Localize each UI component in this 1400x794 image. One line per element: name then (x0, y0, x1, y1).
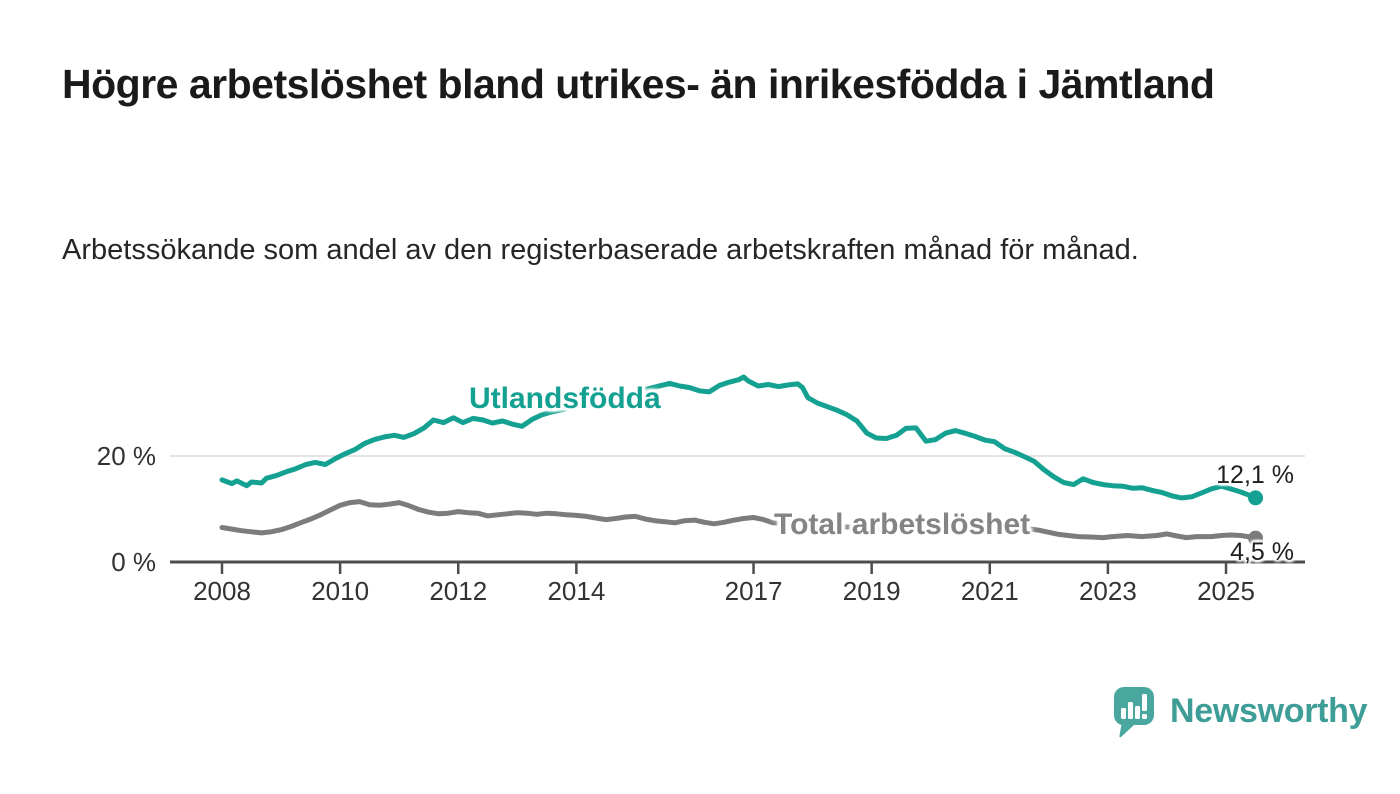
y-axis-label-20: 20 % (96, 441, 156, 471)
x-axis-label-2008: 2008 (193, 576, 251, 606)
newsworthy-logo-text: Newsworthy (1170, 692, 1368, 730)
series-label-utlandsfodda: Utlandsfödda (469, 382, 661, 415)
newsworthy-speech-bubble-chart-icon (1113, 687, 1154, 738)
line-series-0 (219, 374, 1258, 501)
y-axis-label-0: 0 % (111, 547, 156, 577)
x-axis-label-2025: 2025 (1197, 576, 1255, 606)
end-dot-series-0 (1248, 490, 1264, 506)
x-axis-label-2019: 2019 (842, 576, 901, 606)
x-axis-label-2012: 2012 (429, 576, 488, 606)
page-title: Högre arbetslöshet bland utrikes- än inr… (62, 61, 1215, 107)
series-label-total-arbetsloshet: Total arbetslöshet (774, 508, 1031, 541)
x-axis-label-2010: 2010 (311, 576, 370, 606)
x-axis-label-2017: 2017 (724, 576, 783, 606)
newsworthy-logo[interactable]: Newsworthy (1112, 685, 1368, 738)
line-series-1 (219, 499, 1258, 541)
end-value-label-utlandsfodda: 12,1 % (1216, 461, 1294, 489)
chart-subtitle: Arbetssökande som andel av den registerb… (62, 234, 1139, 266)
x-axis-label-2021: 2021 (960, 576, 1019, 606)
x-axis-label-2014: 2014 (547, 576, 606, 606)
x-axis-label-2023: 2023 (1078, 576, 1137, 606)
end-dot-series-1 (1248, 530, 1264, 546)
end-value-label-total: 4,5 % (1230, 538, 1294, 566)
